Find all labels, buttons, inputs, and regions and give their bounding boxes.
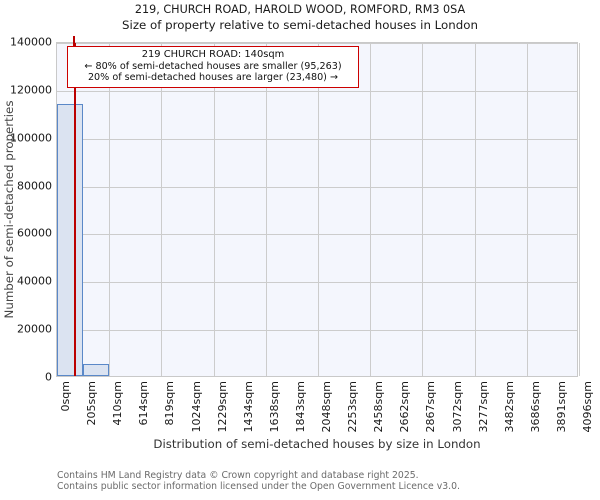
plot-area <box>56 42 580 377</box>
x-axis-tick-label: 410sqm <box>111 381 125 426</box>
x-axis-tick-label: 1024sqm <box>189 381 203 433</box>
gridline-vertical <box>213 43 215 376</box>
gridline-horizontal <box>57 90 577 92</box>
x-axis-tick-label: 3686sqm <box>528 381 542 433</box>
y-axis-title: Number of semi-detached properties <box>2 100 16 319</box>
y-axis-tick-label: 0 <box>45 370 52 384</box>
footer-line-2: Contains public sector information licen… <box>57 481 460 493</box>
x-axis-tick-label: 1229sqm <box>215 381 229 433</box>
gridline-vertical <box>265 43 267 376</box>
x-axis-tick-label: 1843sqm <box>293 381 307 433</box>
x-axis-tick-label: 614sqm <box>137 381 151 426</box>
chart-title-address: 219, CHURCH ROAD, HAROLD WOOD, ROMFORD, … <box>134 3 466 16</box>
x-axis-tick-label: 3277sqm <box>476 381 490 433</box>
annotation-smaller-line: ← 80% of semi-detached houses are smalle… <box>84 60 342 72</box>
x-axis-tick-label: 2048sqm <box>320 381 333 433</box>
title-block: 219, CHURCH ROAD, HAROLD WOOD, ROMFORD, … <box>0 2 600 33</box>
gridline-vertical <box>161 43 163 376</box>
gridline-vertical <box>318 43 319 376</box>
y-axis-tick-label: 100000 <box>10 131 52 145</box>
x-axis-title: Distribution of semi-detached houses by … <box>153 437 481 451</box>
y-axis-tick-label: 140000 <box>10 35 52 49</box>
gridline-horizontal <box>57 43 577 44</box>
footer-attribution: Contains HM Land Registry data © Crown c… <box>57 470 597 492</box>
x-axis-tick-label: 4096sqm <box>581 381 594 433</box>
footer-line-1: Contains HM Land Registry data © Crown c… <box>57 470 419 481</box>
gridline-horizontal <box>57 138 577 140</box>
gridline-vertical <box>474 43 476 376</box>
y-axis-tick-label: 20000 <box>17 322 52 336</box>
x-axis-tick-label: 819sqm <box>163 381 177 426</box>
y-axis-tick-label: 120000 <box>10 83 52 97</box>
annotation-heading: 219 CHURCH ROAD: 140sqm <box>141 49 285 60</box>
y-axis-tick-labels: 0 20000 40000 60000 80000 100000 120000 140000 <box>0 37 52 383</box>
x-axis-tick-label: 0sqm <box>59 381 72 412</box>
histogram-bar <box>57 104 84 376</box>
gridline-horizontal <box>57 282 577 284</box>
x-axis-tick-label: 2867sqm <box>424 381 438 433</box>
histogram-bar <box>83 363 110 376</box>
x-axis-tick-labels: 0sqm 205sqm 410sqm 614sqm 819sqm 1024sqm 1229s… <box>0 381 600 441</box>
gridline-horizontal <box>57 234 577 236</box>
gridline-vertical <box>579 43 580 376</box>
property-marker-line <box>73 43 76 376</box>
annotation-box: 219 CHURCH ROAD: 140sqm ← 80% of semi-de… <box>67 46 359 88</box>
x-axis-tick-label: 3891sqm <box>554 381 568 433</box>
x-axis-tick-label: 1434sqm <box>241 381 255 433</box>
x-axis-tick-label: 3482sqm <box>502 381 516 433</box>
gridline-horizontal <box>57 186 577 188</box>
x-axis-tick-label: 205sqm <box>85 381 99 426</box>
x-axis-tick-label: 2662sqm <box>398 381 412 433</box>
chart-title-subtitle: Size of property relative to semi-detach… <box>122 18 478 32</box>
y-axis-tick-label: 60000 <box>17 226 52 240</box>
x-axis-tick-label: 2458sqm <box>372 381 386 433</box>
y-axis-title-wrap: Number of semi-detached properties <box>2 42 16 377</box>
property-marker-line-stub <box>72 36 75 46</box>
gridline-vertical <box>109 43 111 376</box>
x-axis-tick-label: 3072sqm <box>450 381 464 433</box>
x-axis-tick-label: 1638sqm <box>267 381 281 433</box>
gridline-vertical <box>422 43 424 376</box>
y-axis-tick-label: 80000 <box>17 179 52 193</box>
annotation-larger-line: 20% of semi-detached houses are larger (… <box>87 72 339 84</box>
gridline-vertical <box>370 43 372 376</box>
x-axis-tick-label: 2253sqm <box>346 381 360 433</box>
gridline-vertical <box>526 43 528 376</box>
y-axis-tick-label: 40000 <box>17 274 52 288</box>
gridline-horizontal <box>57 330 577 332</box>
